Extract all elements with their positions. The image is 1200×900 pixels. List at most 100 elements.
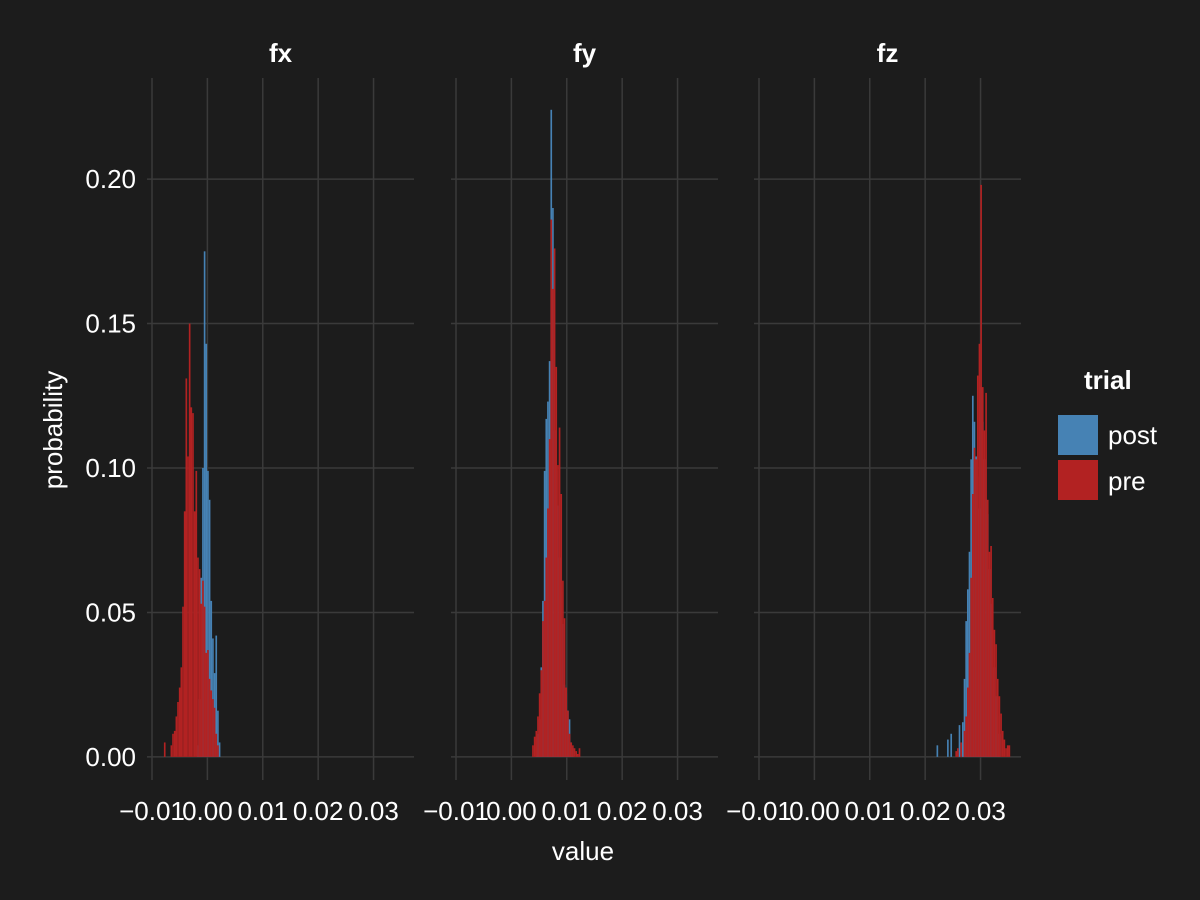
series-pre — [955, 184, 1011, 757]
histogram-bar-pre — [188, 323, 191, 757]
histogram-bar-pre — [215, 733, 218, 757]
histogram-bar-pre — [998, 696, 1001, 757]
histogram-bar-pre — [205, 652, 208, 757]
legend-key-pre — [1058, 460, 1098, 500]
histogram-bar-pre — [1000, 713, 1002, 757]
histogram-bar-pre — [577, 754, 579, 757]
histogram-bar-pre — [550, 219, 553, 757]
facet-title-fx: fx — [269, 38, 293, 68]
facet-panel-fz: −0.010.00 0.01 0.02 0.03 fz — [726, 38, 1021, 826]
histogram-bar-post — [212, 638, 214, 757]
histogram-bar-pre — [981, 387, 984, 757]
histogram-bar-pre — [532, 745, 534, 757]
histogram-bar-pre — [995, 644, 997, 757]
histogram-bar-pre — [185, 378, 188, 757]
histogram-bar-pre — [163, 742, 166, 757]
histogram-bar-pre — [568, 733, 571, 757]
histogram-bar-pre — [558, 427, 561, 757]
histogram-bar-pre — [966, 687, 969, 757]
histogram-bar-pre — [983, 430, 986, 757]
histogram-bar-pre — [1006, 745, 1009, 757]
legend-label-pre: pre — [1108, 466, 1146, 496]
facet-panel-fx: −0.010.00 0.01 0.02 0.03 fx — [119, 38, 414, 826]
y-tick-label: 0.20 — [85, 164, 136, 194]
facet-panel-fy: −0.010.00 0.01 0.02 0.03 fy — [423, 38, 718, 826]
histogram-bar-pre — [545, 557, 548, 757]
histogram-bar-pre — [991, 598, 994, 757]
histogram-bar-pre — [192, 413, 194, 757]
y-axis-title: probability — [38, 371, 68, 490]
histogram-bar-pre — [187, 456, 189, 757]
y-tick-label: 0.10 — [85, 453, 136, 483]
histogram-bar-pre — [1003, 739, 1006, 757]
histogram-bar-post — [215, 635, 218, 757]
histogram-bar-pre — [557, 465, 559, 757]
x-tick-label: 0.02 — [293, 796, 344, 826]
x-tick-label: −0.01 — [423, 796, 489, 826]
histogram-bar-pre — [1008, 745, 1011, 757]
histogram-bar-pre — [533, 736, 536, 757]
y-axis: 0.00 0.05 0.10 0.15 0.20 — [85, 164, 136, 772]
histogram-bar-pre — [971, 494, 974, 757]
histogram-bar-pre — [575, 751, 578, 757]
histogram-bar-post — [947, 739, 949, 757]
histogram-bar-pre — [203, 606, 206, 757]
histogram-bar-pre — [567, 710, 569, 757]
histogram-bar-pre — [980, 184, 982, 757]
x-axis-title: value — [552, 836, 614, 866]
histogram-bar-pre — [993, 629, 996, 757]
x-tick-label: 0.03 — [955, 796, 1006, 826]
legend: trial post pre — [1058, 365, 1158, 500]
histogram-bar-pre — [957, 748, 959, 757]
histogram-bar-pre — [990, 546, 992, 757]
x-tick-label: 0.01 — [237, 796, 288, 826]
histogram-bar-pre — [978, 343, 981, 757]
histogram-bar-pre — [212, 699, 214, 757]
histogram-bar-pre — [542, 621, 544, 757]
histogram-bar-pre — [965, 716, 967, 757]
histogram-bar-pre — [578, 748, 581, 757]
legend-label-post: post — [1108, 420, 1158, 450]
legend-title: trial — [1084, 365, 1132, 395]
y-tick-label: 0.05 — [85, 597, 136, 627]
histogram-bar-post — [217, 710, 219, 757]
x-tick-label: −0.01 — [726, 796, 792, 826]
series-pre — [532, 219, 581, 757]
histogram-bar-pre — [535, 730, 538, 757]
histogram-bar-pre — [202, 580, 204, 757]
histogram-bar-post — [965, 621, 967, 757]
x-tick-label: 0.02 — [900, 796, 951, 826]
histogram-bar-pre — [170, 745, 173, 757]
x-tick-label: 0.00 — [789, 796, 840, 826]
histogram-bar-pre — [973, 447, 976, 757]
histogram-bar-pre — [182, 606, 184, 757]
histogram-bar-pre — [180, 667, 183, 757]
histogram-bar-post — [203, 251, 206, 757]
y-tick-label: 0.15 — [85, 309, 136, 339]
legend-key-post — [1058, 415, 1098, 455]
histogram-bar-pre — [175, 716, 178, 757]
histogram-bar-pre — [955, 751, 958, 757]
histogram-bar-pre — [553, 248, 556, 757]
histogram-bar-pre — [563, 618, 566, 757]
histogram-bar-pre — [963, 730, 966, 757]
x-tick-label: 0.01 — [844, 796, 895, 826]
histogram-bar-pre — [548, 439, 551, 757]
histogram-bar-pre — [986, 499, 989, 757]
histogram-bar-pre — [537, 716, 539, 757]
histogram-bar-post — [205, 343, 208, 757]
x-tick-label: 0.02 — [597, 796, 648, 826]
histogram-bar-post — [210, 600, 213, 757]
histogram-bar-pre — [968, 652, 971, 757]
histogram-bar-pre — [172, 733, 174, 757]
histogram-bar-pre — [565, 687, 568, 757]
histogram-bar-pre — [183, 511, 186, 757]
histogram-bar-pre — [560, 494, 563, 757]
histogram-bar-post — [207, 470, 209, 757]
x-tick-label: 0.03 — [652, 796, 703, 826]
histogram-bar-post — [963, 678, 966, 757]
histogram-bar-pre — [562, 580, 564, 757]
histogram-bar-pre — [573, 748, 576, 757]
